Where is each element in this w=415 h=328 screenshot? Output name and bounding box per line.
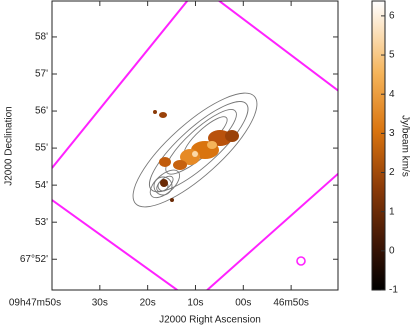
colorbar-tick-label: 6 — [389, 11, 395, 22]
y-axis-label: J2000 Declination — [4, 106, 15, 186]
colorbar-tick-label: 1 — [389, 206, 395, 217]
x-tick-label: 00s — [235, 298, 251, 309]
colorbar-tick-label: 0 — [389, 245, 395, 256]
beam — [296, 256, 306, 266]
y-tick-label: 54' — [35, 180, 48, 191]
y-tick-label: 53' — [35, 217, 48, 228]
x-tick-label: 46m50s — [273, 298, 309, 309]
footprint — [52, 1, 189, 169]
footprint — [205, 172, 338, 290]
colorbar-tick-label: 3 — [389, 128, 395, 139]
colorbar — [371, 0, 386, 291]
colorbar-label: Jy/beam km/s — [399, 115, 410, 177]
y-tick-label: 67°52' — [20, 254, 48, 265]
emission — [153, 110, 239, 202]
colorbar-tick-label: 2 — [389, 167, 395, 178]
contour — [153, 176, 173, 196]
x-axis-label: J2000 Right Ascension — [159, 315, 261, 326]
footprint — [52, 199, 179, 290]
colorbar-tick-label: 4 — [389, 89, 395, 100]
x-tick-label: 20s — [140, 298, 156, 309]
y-tick-label: 58' — [35, 32, 48, 43]
y-tick-label: 55' — [35, 143, 48, 154]
footprint — [217, 1, 338, 92]
x-tick-label: 30s — [92, 298, 108, 309]
colorbar-tick-label: 5 — [389, 50, 395, 61]
y-tick-label: 56' — [35, 106, 48, 117]
image-layer — [52, 1, 338, 290]
colorbar-tick-label: -1 — [389, 285, 398, 296]
x-tick-label: 10s — [187, 298, 203, 309]
y-tick-label: 57' — [35, 69, 48, 80]
x-tick-label: 09h47m50s — [9, 298, 61, 309]
